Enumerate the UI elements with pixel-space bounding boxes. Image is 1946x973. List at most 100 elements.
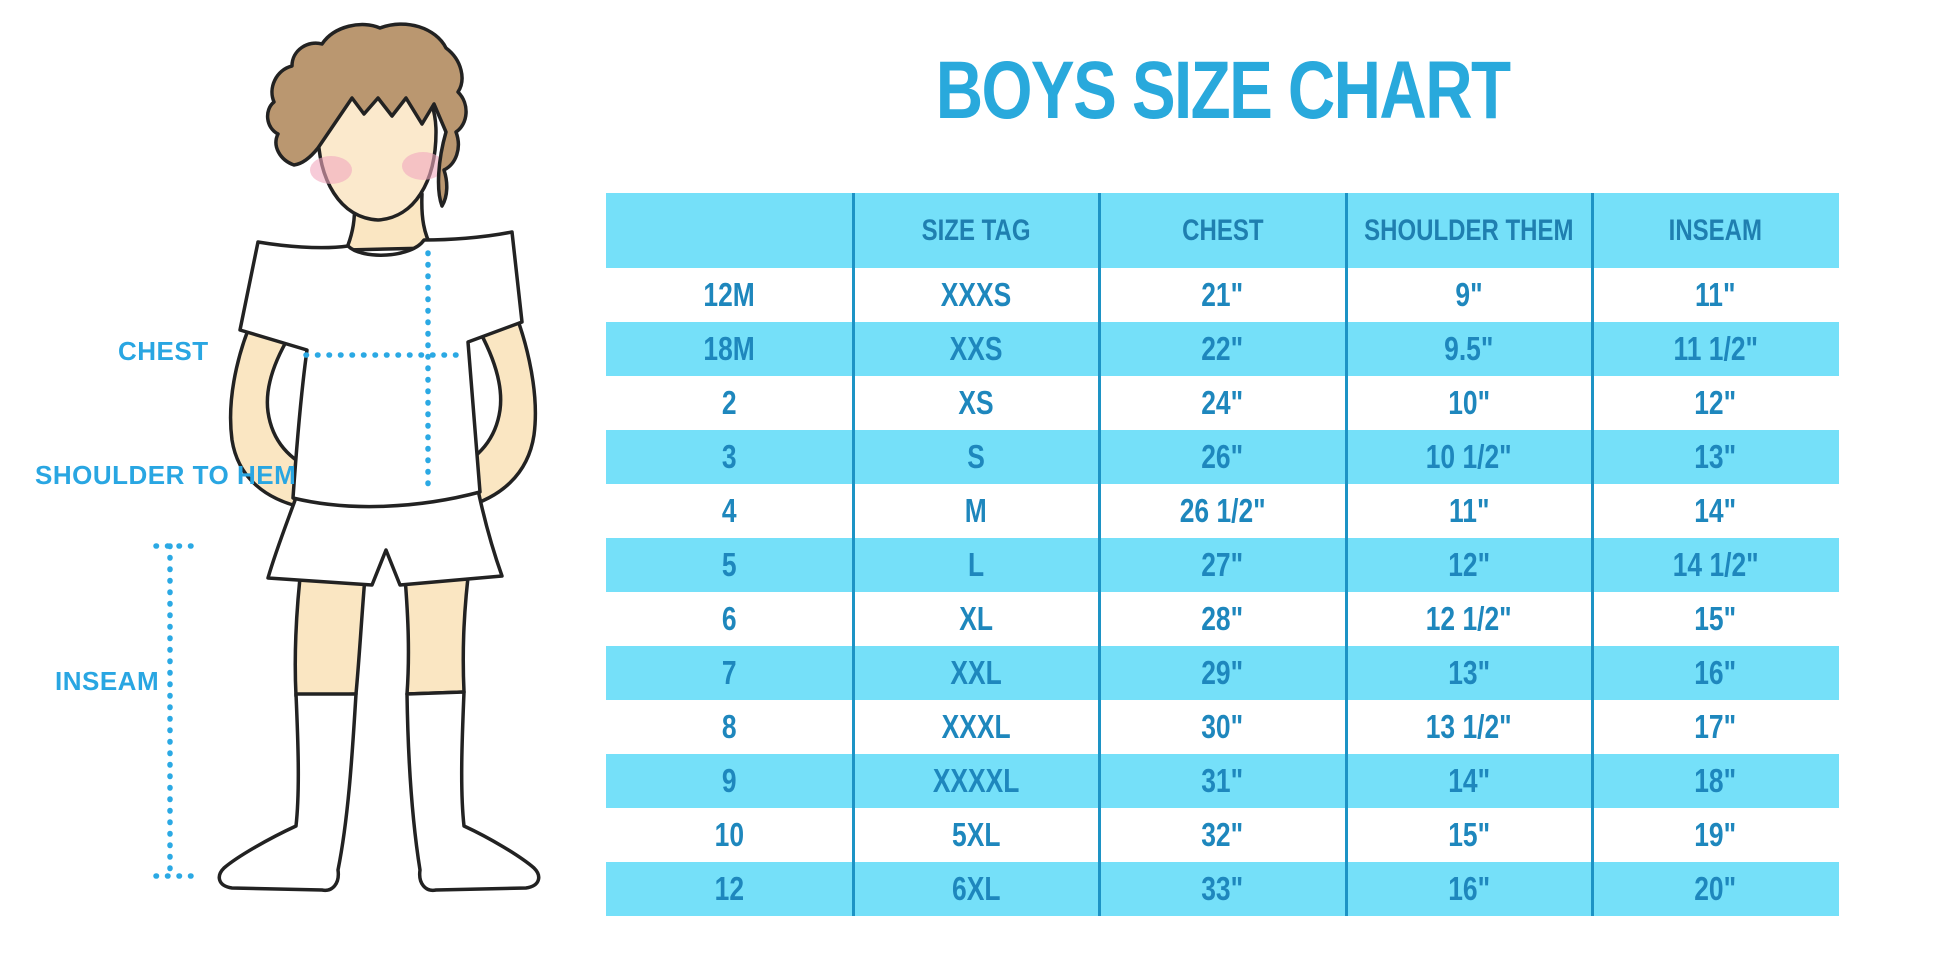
value-cell: 19": [1592, 808, 1839, 862]
cell-text: 29": [1201, 654, 1244, 691]
value-cell: 9.5": [1346, 322, 1593, 376]
size-table: SIZE TAG CHEST SHOULDER THEM INSEAM 12M XXXS…: [606, 193, 1839, 916]
value-cell: 16": [1346, 862, 1593, 916]
size-cell: 5: [606, 538, 853, 592]
column-header: SHOULDER THEM: [1346, 193, 1593, 268]
cell-text: 13": [1694, 438, 1737, 475]
cell-text: L: [967, 546, 984, 583]
cell-text: 12: [714, 870, 744, 907]
size-cell: 12: [606, 862, 853, 916]
value-cell: XXS: [853, 322, 1100, 376]
value-cell: 14": [1592, 484, 1839, 538]
cell-text: 19": [1694, 816, 1737, 853]
cell-text: 9": [1455, 276, 1483, 313]
column-header: SIZE TAG: [853, 193, 1100, 268]
cell-text: 13 1/2": [1426, 708, 1513, 745]
value-cell: 32": [1099, 808, 1346, 862]
cell-text: XXXXL: [932, 762, 1020, 799]
cell-text: M: [964, 492, 987, 529]
value-cell: 26": [1099, 430, 1346, 484]
value-cell: 13": [1592, 430, 1839, 484]
cell-text: 27": [1201, 546, 1244, 583]
size-cell: 10: [606, 808, 853, 862]
boy-right-blush: [402, 152, 444, 180]
table-header-row: SIZE TAG CHEST SHOULDER THEM INSEAM: [606, 193, 1839, 268]
cell-text: 6XL: [951, 870, 1001, 907]
value-cell: 28": [1099, 592, 1346, 646]
value-cell: XL: [853, 592, 1100, 646]
cell-text: 16": [1694, 654, 1737, 691]
table-row: 4 M 26 1/2" 11" 14": [606, 484, 1839, 538]
value-cell: 12": [1346, 538, 1593, 592]
cell-text: 12": [1694, 384, 1737, 421]
cell-text: 21": [1201, 276, 1244, 313]
value-cell: 15": [1346, 808, 1593, 862]
column-header-text: INSEAM: [1668, 213, 1763, 247]
cell-text: 5: [721, 546, 737, 583]
cell-text: 26": [1201, 438, 1244, 475]
table-row: 6 XL 28" 12 1/2" 15": [606, 592, 1839, 646]
value-cell: 13": [1346, 646, 1593, 700]
value-cell: 18": [1592, 754, 1839, 808]
cell-text: XXS: [949, 330, 1003, 367]
cell-text: 6: [721, 600, 737, 637]
value-cell: 12": [1592, 376, 1839, 430]
value-cell: S: [853, 430, 1100, 484]
inseam-label: INSEAM: [55, 666, 160, 696]
boy-right-sock: [405, 690, 541, 893]
value-cell: 5XL: [853, 808, 1100, 862]
boy-left-sock: [217, 692, 358, 893]
cell-text: 13": [1448, 654, 1491, 691]
cell-text: 10: [714, 816, 744, 853]
value-cell: 6XL: [853, 862, 1100, 916]
cell-text: 20": [1694, 870, 1737, 907]
cell-text: 2: [721, 384, 737, 421]
value-cell: 27": [1099, 538, 1346, 592]
value-cell: XXXL: [853, 700, 1100, 754]
value-cell: 10 1/2": [1346, 430, 1593, 484]
table-body: 12M XXXS 21" 9" 11" 18M XXS 22" 9.5" 11 1/2" 2 XS 24…: [606, 268, 1839, 916]
cell-text: 15": [1694, 600, 1737, 637]
value-cell: M: [853, 484, 1100, 538]
value-cell: XXXS: [853, 268, 1100, 322]
column-header-text: CHEST: [1181, 213, 1264, 247]
cell-text: 17": [1694, 708, 1737, 745]
cell-text: 12": [1448, 546, 1491, 583]
cell-text: 7: [721, 654, 737, 691]
boy-figure-illustration: [153, 22, 541, 893]
cell-text: 10 1/2": [1426, 438, 1513, 475]
page-title: BOYS SIZE CHART: [606, 50, 1839, 142]
cell-text: 8: [721, 708, 737, 745]
table-row: 9 XXXXL 31" 14" 18": [606, 754, 1839, 808]
size-cell: 18M: [606, 322, 853, 376]
table-row: 2 XS 24" 10" 12": [606, 376, 1839, 430]
value-cell: 13 1/2": [1346, 700, 1593, 754]
value-cell: 33": [1099, 862, 1346, 916]
cell-text: 14": [1448, 762, 1491, 799]
size-cell: 6: [606, 592, 853, 646]
value-cell: 26 1/2": [1099, 484, 1346, 538]
boy-hair: [265, 22, 468, 208]
value-cell: 11 1/2": [1592, 322, 1839, 376]
value-cell: 11": [1592, 268, 1839, 322]
size-cell: 7: [606, 646, 853, 700]
value-cell: 30": [1099, 700, 1346, 754]
cell-text: XXXL: [941, 708, 1011, 745]
value-cell: XXXXL: [853, 754, 1100, 808]
column-header: CHEST: [1099, 193, 1346, 268]
size-cell: 3: [606, 430, 853, 484]
value-cell: 22": [1099, 322, 1346, 376]
value-cell: 14": [1346, 754, 1593, 808]
table-row: 18M XXS 22" 9.5" 11 1/2": [606, 322, 1839, 376]
size-cell: 9: [606, 754, 853, 808]
cell-text: 12M: [703, 276, 755, 313]
value-cell: 15": [1592, 592, 1839, 646]
boy-left-blush: [310, 156, 352, 184]
cell-text: 11": [1695, 276, 1736, 313]
cell-text: S: [967, 438, 985, 475]
shoulder-to-hem-label: SHOULDER TO HEM: [35, 460, 297, 490]
cell-text: XXXS: [940, 276, 1012, 313]
table-row: 5 L 27" 12" 14 1/2": [606, 538, 1839, 592]
value-cell: 20": [1592, 862, 1839, 916]
